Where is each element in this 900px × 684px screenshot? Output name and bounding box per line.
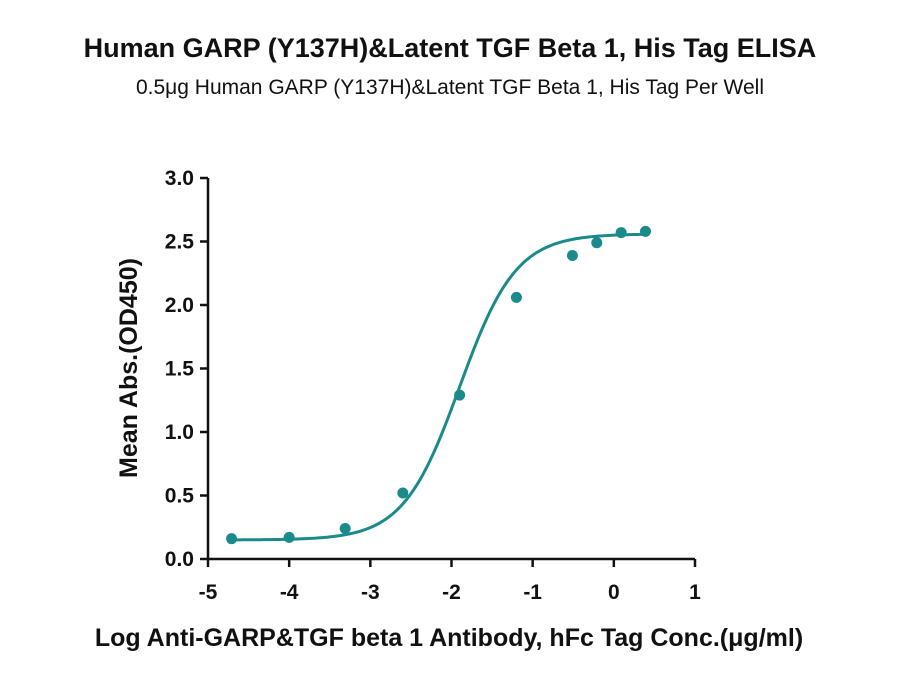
x-tick-label: -3 [361,581,380,604]
data-point [339,523,351,535]
y-tick-label: 1.5 [165,358,195,381]
y-axis-label: Mean Abs.(OD450) [115,258,143,478]
ticks: 0.0 0.5 1.0 1.5 2.0 2.5 3.0 -5 -4 -3 -2 -1 0 1 [165,167,701,604]
y-tick-label: 1.0 [165,421,194,444]
fit-curve [231,232,646,542]
x-tick-label: -2 [442,581,461,604]
data-point [591,237,603,249]
x-tick-label: 0 [608,581,620,604]
x-axis-label: Log Anti-GARP&TGF beta 1 Antibody, hFc T… [95,624,803,652]
y-tick-label: 0.5 [165,485,195,508]
y-tick-label: 3.0 [165,167,194,190]
y-tick-label: 0.0 [165,548,194,571]
data-point [566,249,578,261]
y-tick-label: 2.5 [165,231,195,254]
data-point [639,225,651,237]
data-point [615,227,627,239]
x-tick-label: 1 [689,581,701,604]
data-point [510,291,522,303]
data-point [397,487,409,499]
chart-subtitle: 0.5μg Human GARP (Y137H)&Latent TGF Beta… [136,76,764,99]
chart-title: Human GARP (Y137H)&Latent TGF Beta 1, Hi… [84,33,817,63]
x-tick-label: -5 [199,581,218,604]
data-points [226,225,651,545]
x-tick-label: -1 [523,581,542,604]
data-point [226,533,238,545]
data-point [454,389,466,401]
y-tick-label: 2.0 [165,294,194,317]
x-tick-label: -4 [280,581,299,604]
data-point [283,531,295,543]
